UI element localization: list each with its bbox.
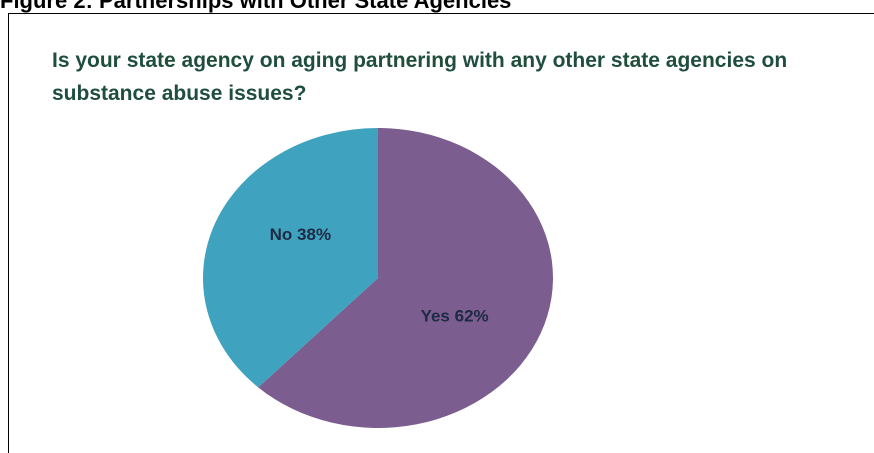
pie-slice-no xyxy=(203,128,378,388)
pie-chart: No 38% Yes 62% xyxy=(203,128,553,429)
pie-slice-yes xyxy=(258,128,553,429)
pie-label-yes: Yes 62% xyxy=(421,307,489,326)
chart-title: Is your state agency on aging partnering… xyxy=(52,49,788,105)
figure-heading: Figure 2: Partnerships with Other State … xyxy=(0,0,512,13)
figure-frame xyxy=(8,13,874,453)
pie-label-no: No 38% xyxy=(270,225,331,244)
